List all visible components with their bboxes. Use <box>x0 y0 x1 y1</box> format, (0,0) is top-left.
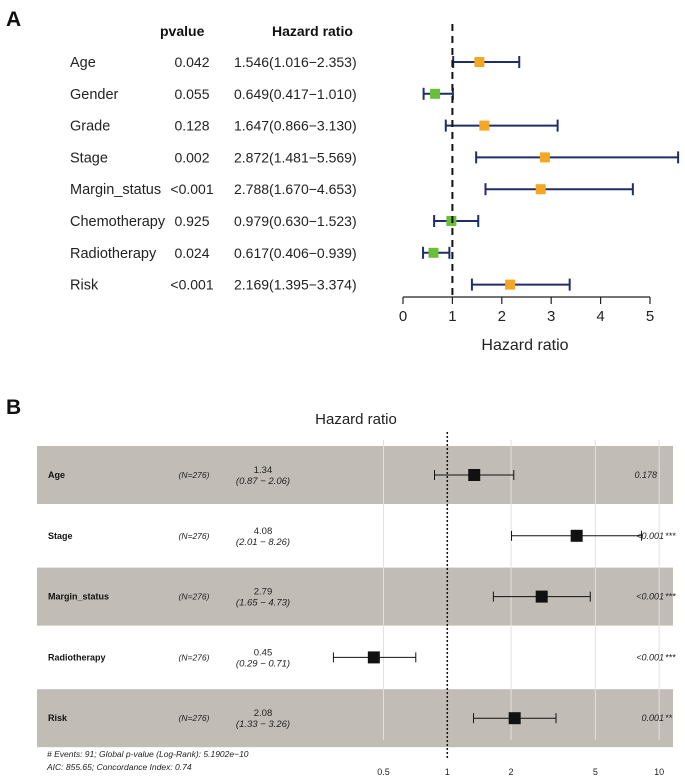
b-point-0 <box>468 469 481 481</box>
b-row-hr-3: 0.45 <box>254 647 273 658</box>
b-point-4 <box>508 712 521 725</box>
a-row-hr-text-1: 0.649(0.417−1.010) <box>234 86 357 102</box>
a-row-pvalue-6: 0.024 <box>174 245 209 261</box>
b-row-stars-3: *** <box>665 652 676 662</box>
b-row-pvalue-4: 0.001 <box>641 713 664 723</box>
a-x-axis-title: Hazard ratio <box>481 337 568 354</box>
a-x-tick-label-5: 5 <box>646 308 654 325</box>
b-row-hr-0: 1.34 <box>254 465 273 476</box>
b-row-n-3: (N=276) <box>179 652 210 662</box>
b-row-n-0: (N=276) <box>179 470 210 480</box>
b-row-ci-4: (1.33 − 3.26) <box>236 719 290 730</box>
b-point-2 <box>535 590 548 603</box>
b-x-tick-label-4: 10 <box>654 767 664 777</box>
b-row-label-1: Stage <box>48 531 73 541</box>
b-row-stars-1: *** <box>665 531 676 541</box>
a-point-6 <box>428 247 439 258</box>
a-row-pvalue-1: 0.055 <box>174 86 209 102</box>
a-x-tick-label-3: 3 <box>547 308 555 325</box>
a-row-hr-text-7: 2.169(1.395−3.374) <box>234 277 357 293</box>
b-row-label-3: Radiotherapy <box>48 652 106 662</box>
a-row-pvalue-3: 0.002 <box>174 149 209 165</box>
a-row-label-5: Chemotherapy <box>70 214 166 230</box>
b-row-stars-4: ** <box>665 713 673 723</box>
b-row-pvalue-3: <0.001 <box>636 652 664 662</box>
a-row-label-0: Age <box>70 55 96 71</box>
a-x-tick-label-4: 4 <box>596 308 604 325</box>
b-x-tick-label-3: 5 <box>593 767 598 777</box>
b-row-pvalue-0: 0.178 <box>634 470 657 480</box>
a-row-hr-text-3: 2.872(1.481−5.569) <box>234 149 357 165</box>
a-row-hr-text-5: 0.979(0.630−1.523) <box>234 213 357 229</box>
a-row-pvalue-4: <0.001 <box>170 181 213 197</box>
b-row-ci-3: (0.29 − 0.71) <box>236 658 290 669</box>
a-point-4 <box>535 184 546 195</box>
a-row-hr-text-0: 1.546(1.016−2.353) <box>234 54 357 70</box>
b-row-ci-0: (0.87 − 2.06) <box>236 476 290 487</box>
b-x-tick-label-2: 2 <box>509 767 514 777</box>
a-row-hr-text-2: 1.647(0.866−3.130) <box>234 118 357 134</box>
b-row-hr-2: 2.79 <box>254 587 273 598</box>
a-row-label-4: Margin_status <box>70 182 161 198</box>
a-point-2 <box>479 120 490 131</box>
a-row-label-1: Gender <box>70 87 119 103</box>
b-row-band-4 <box>37 689 673 748</box>
b-row-label-0: Age <box>48 470 65 480</box>
a-point-3 <box>539 152 550 163</box>
a-row-label-2: Grade <box>70 119 110 135</box>
a-row-pvalue-7: <0.001 <box>170 277 213 293</box>
b-row-stars-2: *** <box>665 592 676 602</box>
a-row-hr-text-4: 2.788(1.670−4.653) <box>234 181 357 197</box>
a-row-label-3: Stage <box>70 150 108 166</box>
a-row-pvalue-0: 0.042 <box>174 54 209 70</box>
a-point-7 <box>505 279 516 290</box>
a-x-tick-label-2: 2 <box>498 308 506 325</box>
b-row-band-0 <box>37 446 673 504</box>
b-row-ci-1: (2.01 − 8.26) <box>236 537 290 548</box>
header-pvalue: pvalue <box>160 23 205 39</box>
a-row-label-7: Risk <box>70 278 99 294</box>
header-hazard-ratio: Hazard ratio <box>272 23 353 39</box>
a-row-label-6: Radiotherapy <box>70 246 157 262</box>
b-row-pvalue-2: <0.001 <box>636 592 664 602</box>
panel-label-a: A <box>6 8 21 31</box>
a-row-pvalue-2: 0.128 <box>174 118 209 134</box>
a-point-5 <box>446 216 457 226</box>
b-point-1 <box>570 529 583 542</box>
b-row-n-1: (N=276) <box>179 531 210 541</box>
a-x-tick-label-1: 1 <box>448 308 456 325</box>
a-x-tick-label-0: 0 <box>399 308 407 325</box>
panel-label-b: B <box>6 396 21 419</box>
b-footnote-events: # Events: 91; Global p-value (Log-Rank):… <box>47 749 249 759</box>
b-row-pvalue-1: <0.001 <box>636 531 664 541</box>
b-row-ci-2: (1.65 − 4.73) <box>236 598 290 609</box>
b-x-tick-label-0: 0.5 <box>377 767 390 777</box>
a-row-pvalue-5: 0.925 <box>174 213 209 229</box>
b-row-n-4: (N=276) <box>179 713 210 723</box>
b-footnote-aic: AIC: 855.65; Concordance Index: 0.74 <box>46 762 192 772</box>
b-row-hr-1: 4.08 <box>254 526 273 537</box>
b-row-label-4: Risk <box>48 713 68 723</box>
a-row-hr-text-6: 0.617(0.406−0.939) <box>234 245 357 261</box>
a-point-0 <box>474 57 485 67</box>
b-x-tick-label-1: 1 <box>445 767 450 777</box>
b-row-label-2: Margin_status <box>48 592 109 602</box>
b-title: Hazard ratio <box>315 411 397 428</box>
a-point-1 <box>430 88 441 99</box>
b-point-3 <box>367 651 380 664</box>
b-row-n-2: (N=276) <box>179 592 210 602</box>
b-row-hr-4: 2.08 <box>254 708 273 719</box>
